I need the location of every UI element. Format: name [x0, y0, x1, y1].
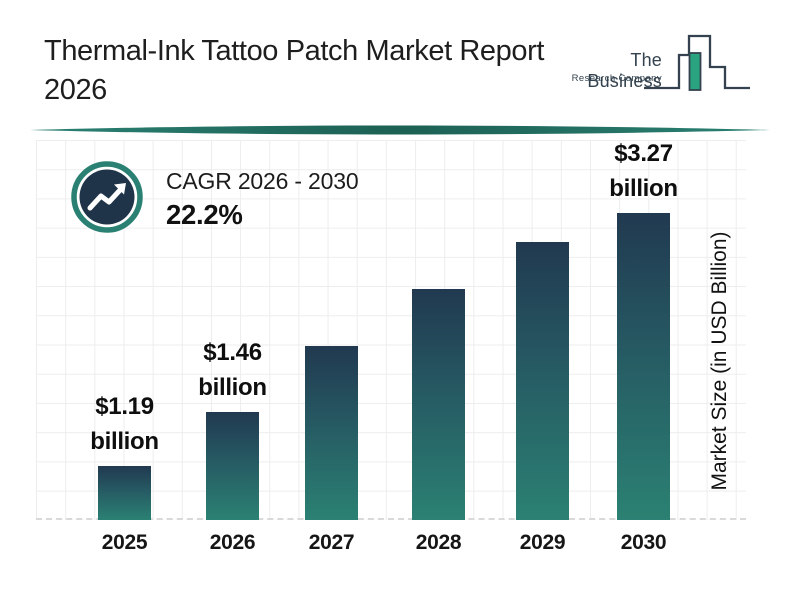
- bar-2029: [516, 242, 569, 520]
- cagr-label: CAGR 2026 - 2030: [166, 168, 359, 194]
- x-tick-2026: 2026: [209, 531, 256, 554]
- logo-name-text: The Business: [587, 50, 662, 91]
- trending-up-icon: [71, 161, 143, 233]
- logo-subname-text: Research Company: [571, 73, 662, 84]
- cagr-block: CAGR 2026 - 2030 22.2%: [71, 161, 359, 233]
- value-label-2025: $1.19 billion: [90, 393, 159, 455]
- company-logo: The Business Research Company: [558, 30, 758, 100]
- logo-bars-icon: [644, 34, 750, 91]
- x-tick-2030: 2030: [620, 531, 667, 554]
- bar-2026: [206, 412, 259, 520]
- x-tick-2027: 2027: [308, 531, 355, 554]
- x-tick-2028: 2028: [415, 531, 462, 554]
- bar-2028: [412, 289, 465, 520]
- x-tick-2025: 2025: [101, 531, 148, 554]
- y-axis-title: Market Size (in USD Billion): [708, 231, 731, 491]
- report-title: Thermal-Ink Tattoo Patch Market Report 2…: [44, 32, 564, 110]
- bar-2030: [617, 213, 670, 520]
- bar-2025: [98, 466, 151, 520]
- cagr-value: 22.2%: [166, 199, 243, 230]
- value-label-2030: $3.27 billion: [609, 140, 678, 202]
- report-title-line1: Thermal-Ink Tattoo Patch Market Report: [44, 35, 545, 67]
- value-label-2026: $1.46 billion: [198, 339, 267, 401]
- report-title-line2: 2026: [44, 74, 107, 106]
- divider-lens: [30, 125, 770, 135]
- bar-2027: [305, 346, 358, 520]
- x-tick-2029: 2029: [519, 531, 566, 554]
- chart-baseline: [36, 518, 746, 520]
- cagr-text: CAGR 2026 - 2030 22.2%: [166, 161, 359, 231]
